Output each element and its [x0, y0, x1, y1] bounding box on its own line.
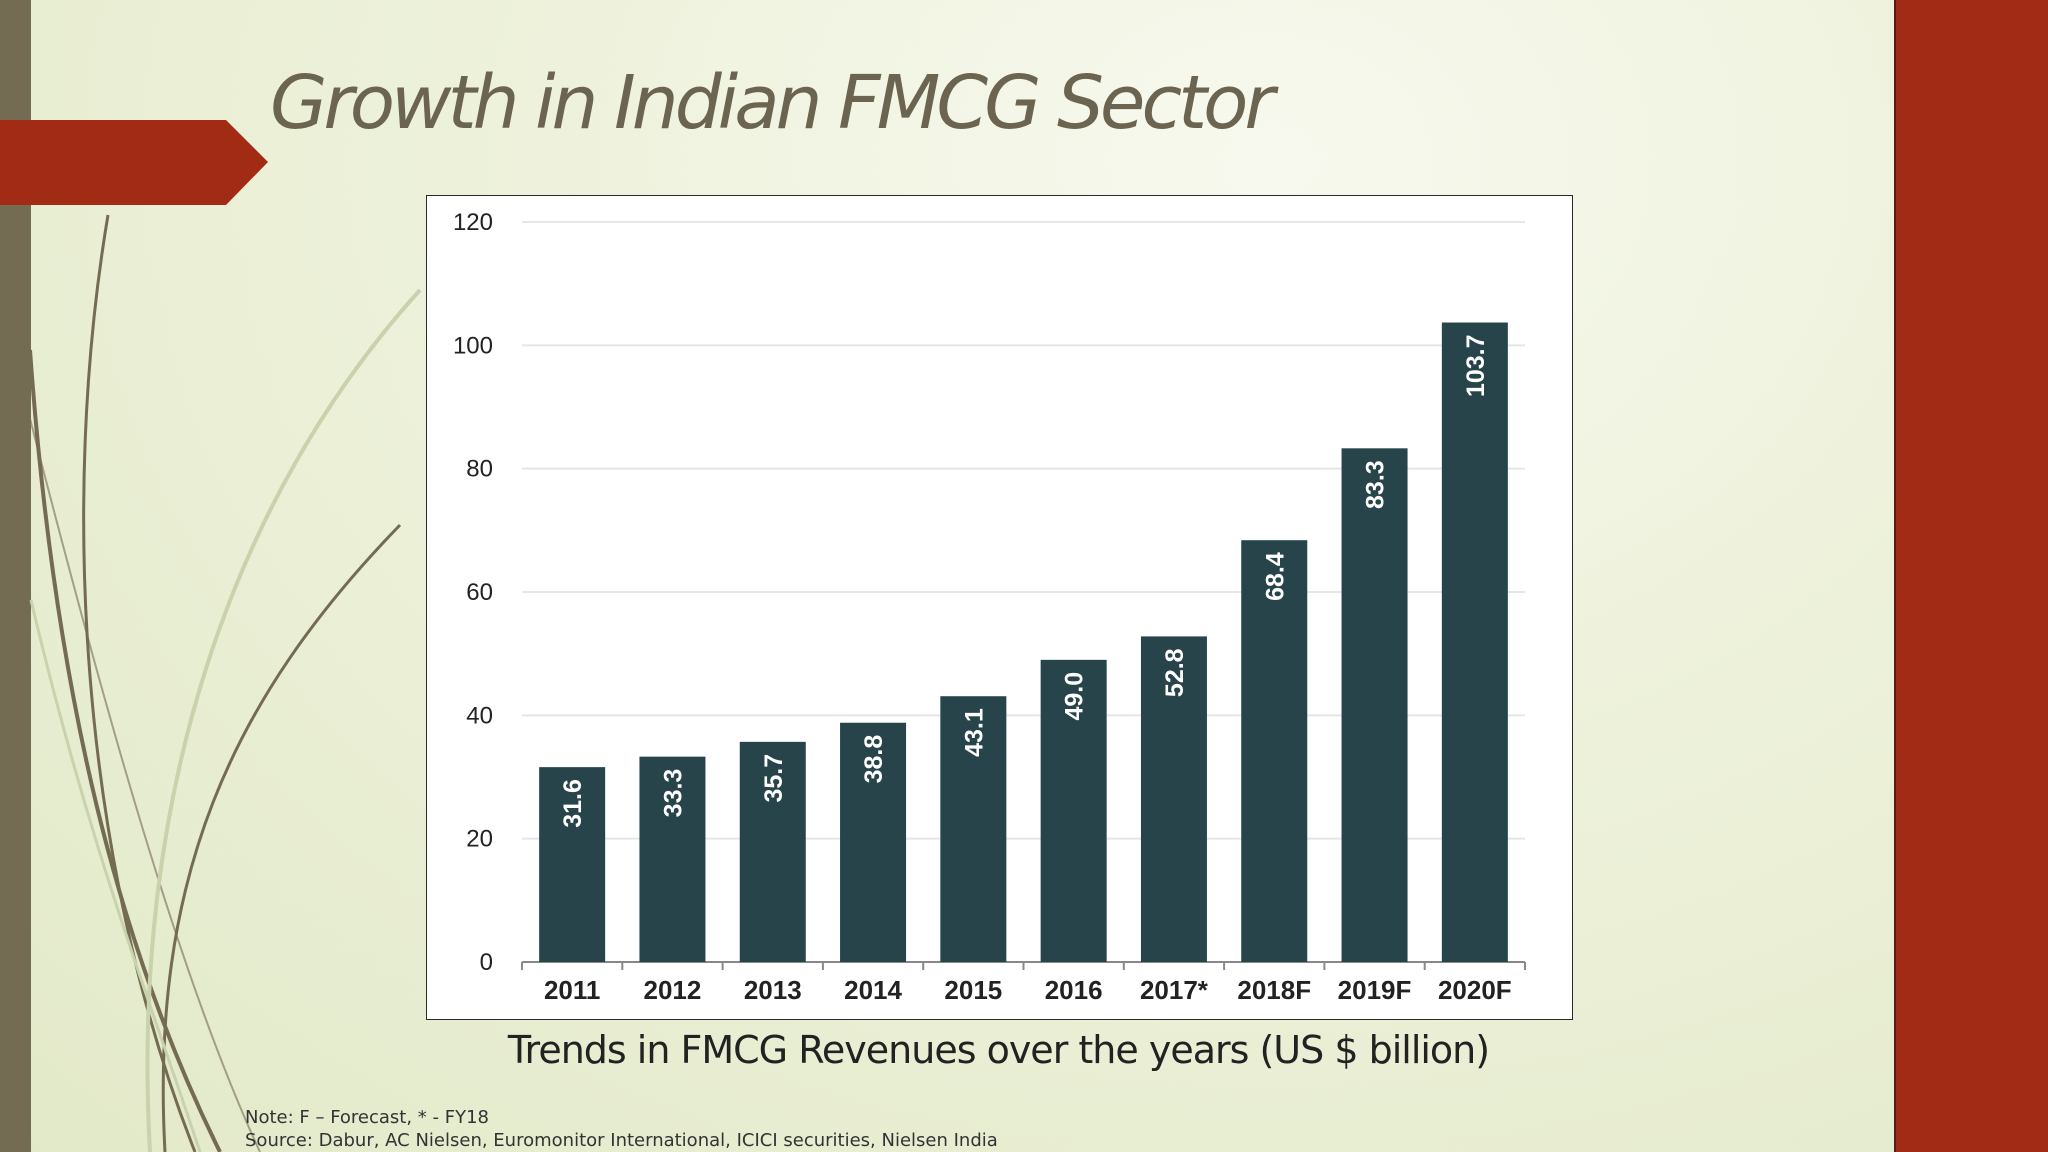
- slide-title: Growth in Indian FMCG Sector: [270, 60, 1275, 146]
- bar-value-label: 33.3: [659, 769, 687, 818]
- x-tick-label: 2014: [844, 975, 902, 1005]
- y-tick-label: 0: [480, 949, 493, 976]
- y-tick-label: 120: [453, 209, 493, 236]
- bar-value-label: 38.8: [860, 735, 888, 784]
- forecast-note: Note: F – Forecast, * - FY18: [245, 1107, 489, 1128]
- x-tick-label: 2020F: [1438, 975, 1512, 1005]
- bar: [1040, 659, 1107, 962]
- bar: [639, 756, 706, 962]
- bar: [840, 722, 907, 962]
- x-tick-label: 2013: [744, 975, 802, 1005]
- bar: [539, 767, 606, 962]
- y-tick-label: 40: [466, 702, 493, 729]
- x-tick-label: 2012: [644, 975, 702, 1005]
- bar: [940, 696, 1007, 962]
- x-tick-label: 2017*: [1140, 975, 1209, 1005]
- y-tick-label: 20: [466, 826, 493, 853]
- chart-caption: Trends in FMCG Revenues over the years (…: [507, 1028, 1490, 1072]
- right-accent-panel: [1894, 0, 2048, 1152]
- title-arrow-marker: [0, 120, 268, 205]
- chart-frame: 0 20 40 60 80 100 120 31.6 2011 33.3 2012 35.7 2013 3…: [426, 195, 1573, 1020]
- bar: [1441, 322, 1508, 962]
- bar-value-label: 31.6: [559, 779, 587, 828]
- source-note: Source: Dabur, AC Nielsen, Euromonitor I…: [245, 1130, 998, 1151]
- bar: [1140, 636, 1207, 962]
- x-tick-label: 2018F: [1237, 975, 1311, 1005]
- bar-value-label: 83.3: [1362, 460, 1390, 509]
- bar-chart: 0 20 40 60 80 100 120 31.6 2011 33.3 2012 35.7 2013 3…: [453, 209, 1526, 1005]
- bar-value-label: 43.1: [960, 708, 988, 757]
- bar-value-label: 68.4: [1261, 552, 1289, 601]
- bar: [1241, 540, 1308, 962]
- bar-value-label: 49.0: [1061, 672, 1089, 721]
- bar: [1341, 448, 1408, 962]
- bar-value-label: 103.7: [1462, 335, 1490, 398]
- y-tick-label: 80: [466, 456, 493, 483]
- x-tick-label: 2011: [544, 975, 600, 1005]
- x-tick-label: 2015: [944, 975, 1002, 1005]
- x-tick-label: 2019F: [1338, 975, 1412, 1005]
- y-tick-label: 100: [453, 332, 493, 359]
- x-tick-label: 2016: [1045, 975, 1103, 1005]
- bar-value-label: 35.7: [760, 754, 788, 803]
- bar: [739, 741, 806, 962]
- y-tick-label: 60: [466, 579, 493, 606]
- bar-value-label: 52.8: [1161, 648, 1189, 697]
